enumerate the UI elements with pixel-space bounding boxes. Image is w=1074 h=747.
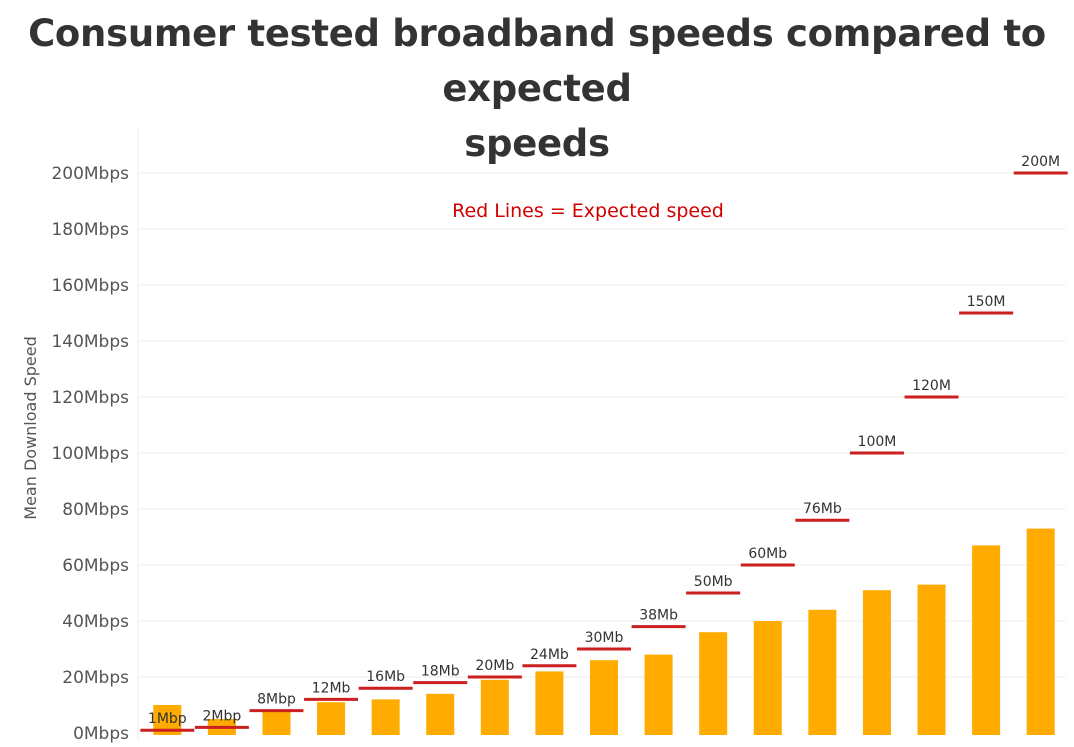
y-tick-label: 20Mbps [62,668,129,688]
bar [262,710,291,735]
gridlines [137,128,1066,740]
bar [644,654,673,735]
expected-label: 76Mb [803,501,842,517]
chart-title-line-1: Consumer tested broadband speeds compare… [28,12,1046,110]
expected-label: 12Mb [312,680,351,696]
expected-label: 100M [858,434,897,450]
y-tick-label: 40Mbps [62,612,129,632]
bar [808,609,837,735]
bar [1026,528,1055,735]
bar [371,699,400,735]
expected-speed-series: 1Mbp 2Mbp 8Mbp 12Mb 16Mb 18Mb 20Mb 24Mb 30Mb 38Mb… [140,154,1068,732]
annotation-note: Red Lines = Expected speed [452,200,724,222]
expected-label: 200M [1021,154,1060,170]
chart-title: Consumer tested broadband speeds compare… [0,6,1074,171]
expected-label: 24Mb [530,647,569,663]
y-axis-label: Mean Download Speed [21,336,40,519]
expected-label: 18Mb [421,664,460,680]
bar [862,590,891,735]
expected-label: 8Mbp [257,692,296,708]
bar [590,660,618,735]
expected-label: 20Mb [475,658,514,674]
y-axis-ticks: 0Mbps 20Mbps 40Mbps 60Mbps 80Mbps 100Mbps 120M… [51,164,129,744]
expected-label: 16Mb [366,669,405,685]
y-tick-label: 160Mbps [51,276,129,296]
y-tick-label: 180Mbps [51,220,129,240]
bar [753,621,782,735]
y-tick-label: 120Mbps [51,388,129,408]
y-tick-label: 200Mbps [51,164,129,184]
expected-label: 1Mbp [148,711,187,727]
y-tick-label: 140Mbps [51,332,129,352]
y-tick-label: 60Mbps [62,556,129,576]
expected-label: 2Mbp [202,708,241,724]
y-tick-label: 100Mbps [51,444,129,464]
expected-label: 120M [912,378,951,394]
expected-label: 50Mb [694,574,733,590]
bar [480,679,509,735]
bar [699,632,728,735]
bar [426,693,455,735]
y-tick-label: 0Mbps [73,724,129,744]
expected-label: 150M [967,294,1006,310]
bar [972,545,1001,735]
expected-label: 60Mb [748,546,787,562]
expected-label: 38Mb [639,608,678,624]
bar [535,671,564,735]
y-tick-label: 80Mbps [62,500,129,520]
bar [317,702,346,735]
expected-label: 30Mb [585,630,624,646]
bar [917,584,946,735]
chart-title-line-2: speeds [464,122,610,165]
